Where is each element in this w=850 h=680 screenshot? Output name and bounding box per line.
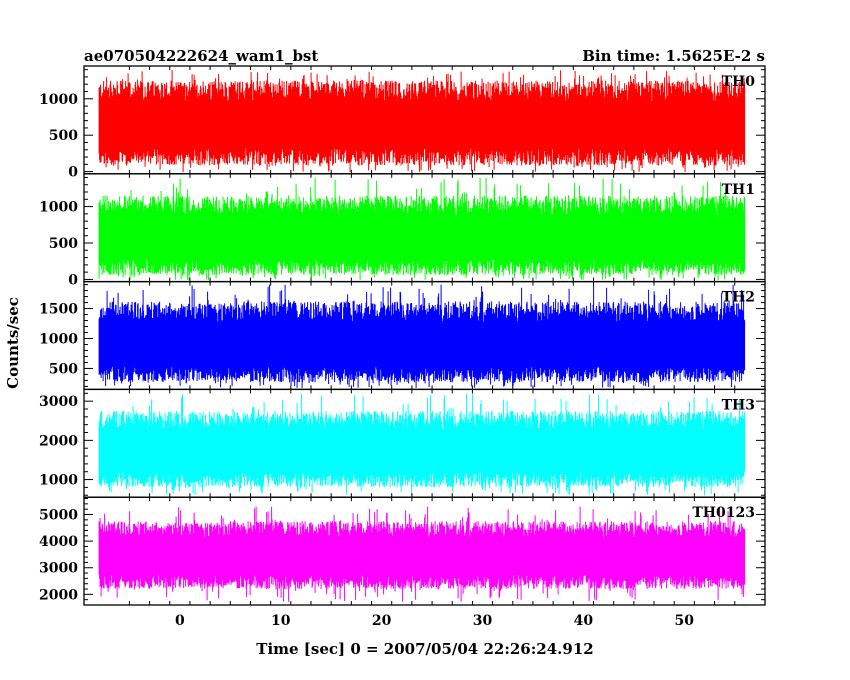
x-tick-label: 40 <box>574 613 594 629</box>
y-tick-label: 0 <box>68 165 78 181</box>
panel-th0: 0 500 1000 TH0 <box>39 65 766 181</box>
series-th1 <box>98 177 746 281</box>
y-tick-label: 500 <box>49 361 78 377</box>
x-tick-label: 0 <box>175 613 185 629</box>
y-tick-label: 1500 <box>39 302 78 318</box>
bin-time-label: Bin time: 1.5625E-2 s <box>582 47 765 65</box>
series-th3 <box>98 393 746 496</box>
x-tick-label: 10 <box>271 613 291 629</box>
y-tick-label: 2000 <box>39 433 78 449</box>
y-tick-label: 2000 <box>39 587 78 603</box>
panel-th0123: 2000 3000 4000 5000 TH0123 <box>39 496 766 606</box>
panel-label-th2: TH2 <box>722 290 755 306</box>
series-th2 <box>98 284 746 388</box>
panel-label-th0: TH0 <box>722 74 756 90</box>
panel-frame <box>83 496 766 606</box>
panel-label-th1: TH1 <box>722 182 755 198</box>
chart-title: ae070504222624_wam1_bst <box>84 47 318 65</box>
x-tick-label: 30 <box>473 613 493 629</box>
y-tick-label: 0 <box>68 272 78 288</box>
y-tick-label: 3000 <box>39 394 78 410</box>
panels-group: 0 500 1000 TH0 0 500 1000 TH1 500 1000 1500 TH2 1000… <box>39 65 766 606</box>
x-axis: 0 10 20 30 40 50 <box>175 613 694 629</box>
y-axis-label: Counts/sec <box>4 297 22 389</box>
panel-th2: 500 1000 1500 TH2 <box>39 280 766 391</box>
panel-label-th0123: TH0123 <box>692 505 755 521</box>
panel-th3: 1000 2000 3000 TH3 <box>39 388 766 498</box>
x-tick-label: 20 <box>372 613 392 629</box>
y-tick-label: 1000 <box>39 473 78 489</box>
y-tick-label: 3000 <box>39 561 78 577</box>
panel-th1: 0 500 1000 TH1 <box>39 173 766 288</box>
y-tick-label: 500 <box>49 236 78 252</box>
y-tick-label: 1000 <box>39 200 78 216</box>
panel-label-th3: TH3 <box>722 397 755 413</box>
y-tick-label: 1000 <box>39 331 78 347</box>
series-th0 <box>98 70 746 172</box>
series-th0123 <box>98 506 746 602</box>
y-tick-label: 500 <box>49 128 78 144</box>
y-tick-label: 4000 <box>39 534 78 550</box>
x-tick-label: 50 <box>675 613 695 629</box>
y-tick-label: 1000 <box>39 92 78 108</box>
x-axis-label: Time [sec] 0 = 2007/05/04 22:26:24.912 <box>256 640 593 658</box>
y-tick-label: 5000 <box>39 508 78 524</box>
